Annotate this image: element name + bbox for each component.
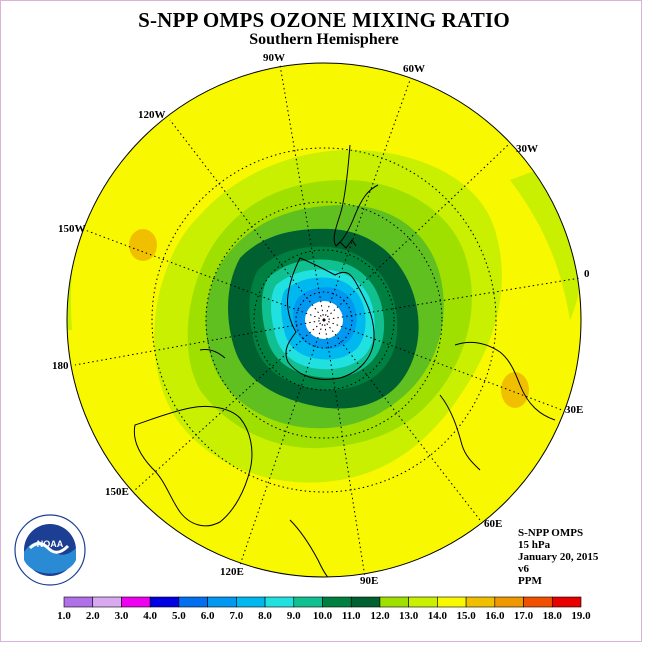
coast-indonesia bbox=[289, 519, 339, 577]
map-title: S-NPP OMPS OZONE MIXING RATIO bbox=[138, 8, 510, 32]
colorbar-swatch bbox=[350, 596, 381, 608]
coast-new-zealand bbox=[199, 349, 226, 359]
meridian-180 bbox=[74, 319, 325, 366]
colorbar-swatch bbox=[523, 596, 553, 608]
coast-madagascar bbox=[439, 394, 481, 471]
colorbar-label: 4.0 bbox=[143, 610, 158, 622]
colorbar-swatch bbox=[63, 596, 94, 608]
meridian-0 bbox=[323, 277, 581, 321]
coast-australia bbox=[133, 405, 253, 527]
coast-antarctica bbox=[285, 257, 375, 380]
lon-label-90e: 90E bbox=[360, 575, 379, 587]
colorbar-swatch bbox=[264, 596, 295, 608]
colorbar-label: 7.0 bbox=[229, 610, 244, 622]
lon-label-0: 0 bbox=[584, 268, 590, 280]
colorbar-swatch bbox=[293, 596, 323, 608]
colorbar-label: 18.0 bbox=[542, 610, 562, 622]
colorbar-label: 17.0 bbox=[513, 610, 534, 622]
meridian-120w bbox=[169, 119, 325, 321]
colorbar-label: 15.0 bbox=[456, 610, 476, 622]
info-date: January 20, 2015 bbox=[518, 551, 599, 563]
meridian-150w bbox=[84, 229, 325, 321]
colorbar-swatch bbox=[207, 596, 237, 608]
colorbar-label: 5.0 bbox=[172, 610, 186, 622]
colorbar-swatch bbox=[149, 596, 180, 608]
colorbar-label: 10.0 bbox=[312, 610, 333, 622]
lon-label-30e: 30E bbox=[565, 404, 584, 416]
graticule-ring-pole bbox=[295, 291, 353, 349]
info-instrument: S-NPP OMPS bbox=[518, 527, 584, 539]
meridian-60w bbox=[323, 79, 411, 321]
info-level: 15 hPa bbox=[518, 539, 551, 551]
colorbar-swatch bbox=[408, 596, 438, 608]
lon-label-150w: 150W bbox=[58, 223, 86, 235]
colorbar-label: 16.0 bbox=[485, 610, 505, 622]
colorbar-swatch bbox=[379, 596, 409, 608]
meridian-150e bbox=[134, 319, 325, 491]
lon-label-120w: 120W bbox=[138, 109, 166, 121]
colorbar-swatch bbox=[178, 596, 208, 608]
colorbar-label: 3.0 bbox=[114, 610, 129, 622]
noaa-logo: NOAA bbox=[14, 514, 86, 586]
logo-bird bbox=[28, 542, 70, 554]
lon-label-180: 180 bbox=[52, 360, 69, 372]
info-version: v6 bbox=[518, 563, 529, 575]
colorbar-label: 6.0 bbox=[200, 610, 215, 622]
colorbar-label: 11.0 bbox=[341, 610, 361, 622]
logo-wave bbox=[24, 541, 76, 574]
meridian-30e bbox=[323, 319, 563, 411]
graticule-ring-middle bbox=[205, 201, 443, 439]
graticule bbox=[74, 64, 581, 578]
colorbar-swatch bbox=[437, 596, 467, 608]
colorbar-swatch bbox=[121, 596, 151, 608]
colorbar-swatch bbox=[92, 596, 122, 608]
meridian-60e bbox=[323, 319, 481, 521]
coast-africa bbox=[454, 341, 556, 421]
colorbar-label: 2.0 bbox=[85, 610, 100, 622]
field-blob-150w bbox=[129, 229, 157, 261]
colorbar-label: 12.0 bbox=[370, 610, 390, 622]
colorbar-label: 9.0 bbox=[286, 610, 301, 622]
colorbar-swatch bbox=[551, 596, 582, 608]
coast-tierra-del-fuego bbox=[335, 239, 357, 249]
info-units: PPM bbox=[518, 575, 542, 587]
colorbar-swatch bbox=[494, 596, 524, 608]
map-boundary bbox=[66, 62, 582, 578]
colorbar-label: 13.0 bbox=[399, 610, 419, 622]
lon-label-60e: 60E bbox=[484, 518, 503, 530]
meridian-30w bbox=[323, 144, 509, 321]
lon-label-30w: 30W bbox=[516, 143, 538, 155]
colorbar bbox=[63, 596, 582, 608]
colorbar-label: 14.0 bbox=[427, 610, 447, 622]
lon-label-120e: 120E bbox=[220, 566, 244, 578]
lon-label-60w: 60W bbox=[403, 63, 425, 75]
lon-label-150e: 150E bbox=[105, 486, 129, 498]
graticule-ring-inner bbox=[253, 249, 395, 391]
lon-label-90w: 90W bbox=[263, 52, 285, 64]
colorbar-swatch bbox=[322, 596, 352, 608]
colorbar-swatch bbox=[236, 596, 266, 608]
graticule-ring-outer bbox=[151, 147, 497, 493]
logo-text: NOAA bbox=[37, 539, 64, 549]
coastlines bbox=[133, 144, 556, 577]
colorbar-label: 19.0 bbox=[571, 610, 591, 622]
map-subtitle: Southern Hemisphere bbox=[249, 31, 399, 48]
field-blob-30e bbox=[501, 372, 529, 408]
colorbar-label: 8.0 bbox=[258, 610, 272, 622]
colorbar-label: 1.0 bbox=[57, 610, 71, 622]
meridian-90e bbox=[323, 319, 366, 578]
colorbar-swatch bbox=[465, 596, 496, 608]
